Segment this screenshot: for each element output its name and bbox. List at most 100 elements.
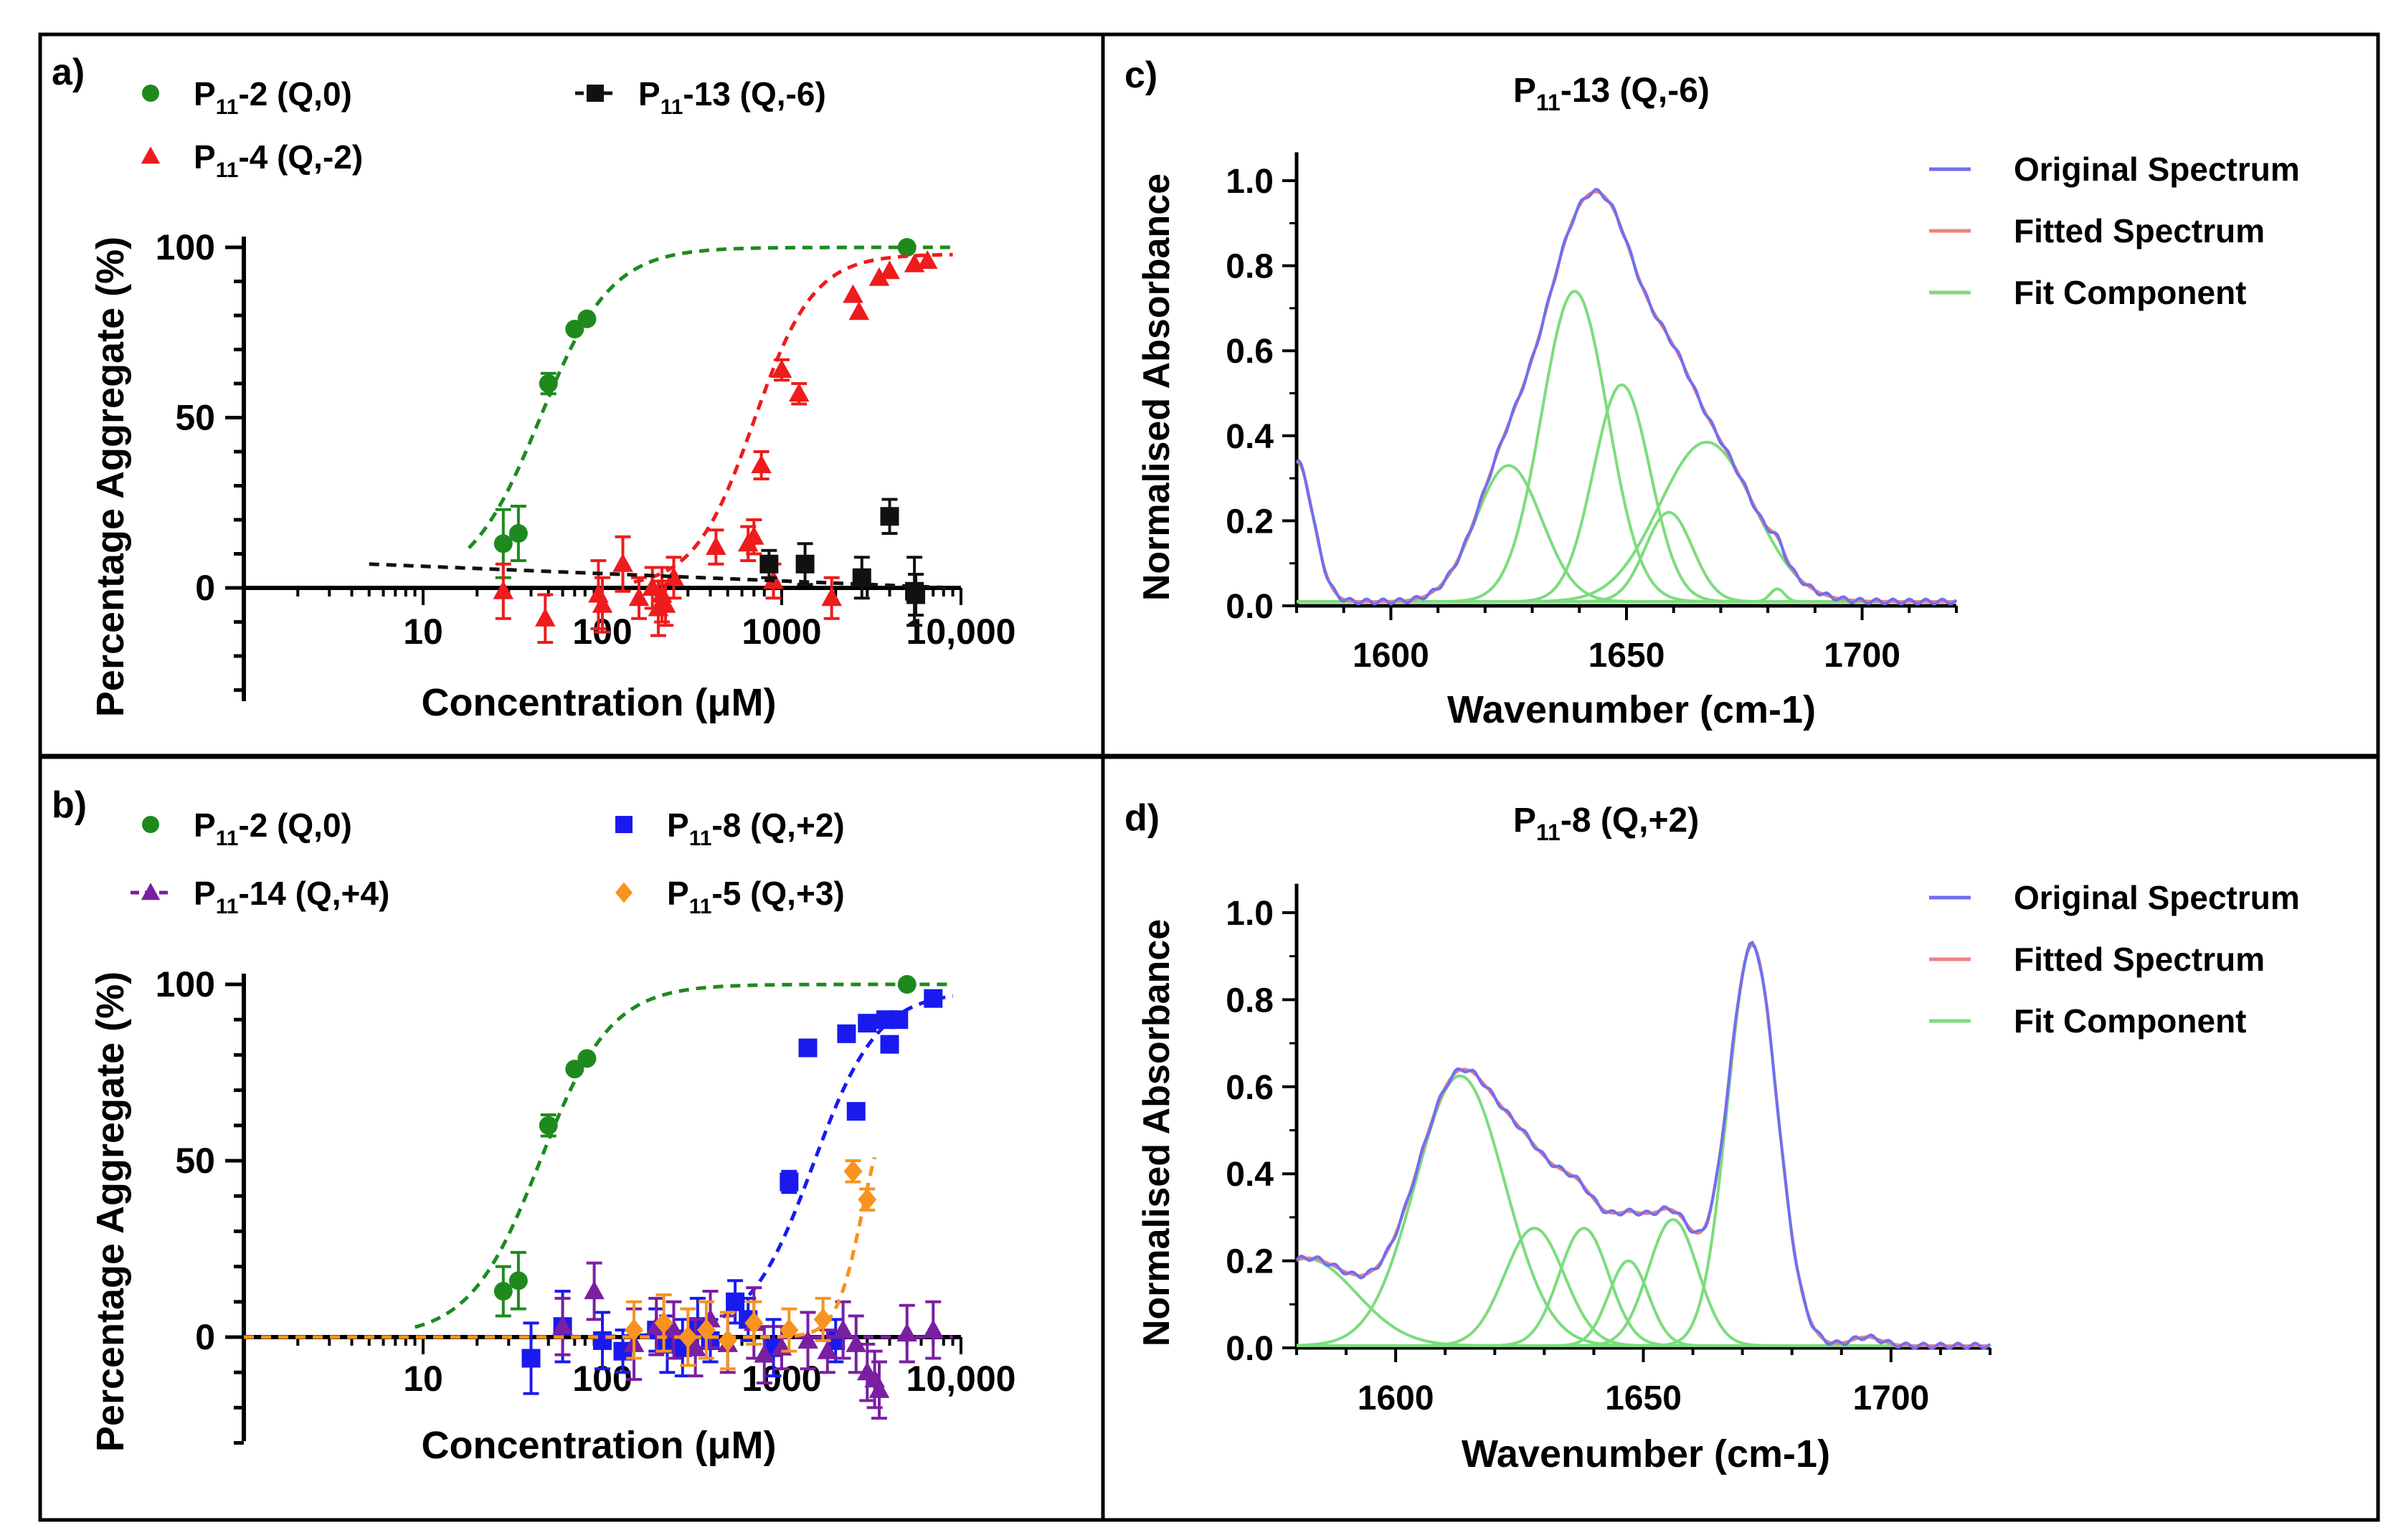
data-point (780, 1318, 799, 1341)
data-point (655, 594, 676, 613)
y-tick-label: 0.0 (1226, 588, 1274, 626)
fit-component-curve (1296, 1074, 1990, 1347)
x-axis-title: Concentration (μM) (422, 1424, 777, 1467)
data-point (493, 1282, 513, 1301)
fit-curve (468, 245, 953, 549)
data-point (696, 1318, 716, 1341)
y-tick-label: 100 (156, 964, 215, 1004)
data-point (922, 1319, 944, 1339)
y-axis-title: Percentage Aggregate (%) (89, 971, 132, 1452)
panel-d-label: d) (1124, 797, 1160, 839)
legend-label-text: -4 (Q,-2) (238, 138, 363, 176)
data-point (833, 1319, 853, 1339)
data-point (759, 554, 779, 574)
fit-curve (633, 252, 953, 584)
data-point (726, 1292, 745, 1311)
y-axis-title: Percentage Aggregate (%) (89, 237, 132, 717)
legend-label-prefix: P (194, 138, 216, 176)
panel-d-plot: 0.0 0.2 0.4 0.6 0.8 1.0 1600 1650 1700 Wavenumber… (1136, 879, 2300, 1475)
legend-label-text: -14 (Q,+4) (238, 875, 389, 912)
fit-component-curve (1297, 383, 1956, 604)
data-point (858, 1014, 877, 1033)
legend-label-sub: 11 (216, 895, 239, 918)
legend-label: Fit Component (2014, 1002, 2247, 1040)
data-point (584, 1280, 605, 1300)
x-tick-label: 10,000 (906, 1359, 1016, 1399)
data-point (493, 580, 514, 599)
fit-component-curve (1297, 510, 1956, 604)
data-point (813, 1308, 833, 1331)
legend-marker (615, 816, 633, 833)
data-point (821, 587, 842, 607)
y-tick-label: 0.0 (1226, 1330, 1274, 1368)
data-point (879, 260, 900, 280)
legend-marker (141, 883, 161, 900)
legend-label-sub: 11 (216, 158, 239, 182)
data-point (612, 553, 633, 572)
data-point (521, 1349, 541, 1368)
panel-c-title: P11-13 (Q,-6) (1513, 72, 1710, 115)
x-tick-label: 10,000 (906, 612, 1016, 652)
x-tick-label: 1600 (1353, 637, 1429, 675)
x-tick-label: 1700 (1824, 637, 1900, 675)
x-tick-label: 1600 (1358, 1379, 1434, 1417)
legend-label: P11-8 (Q,+2) (667, 807, 845, 850)
data-point (539, 1116, 558, 1135)
data-point (754, 1344, 775, 1363)
data-point (868, 1379, 890, 1398)
legend-label-sub: 11 (216, 95, 239, 119)
original-spectrum-curve (1296, 187, 1958, 606)
panel-c-frame (1101, 32, 2380, 758)
series-square (369, 498, 953, 627)
panel-d-frame (1101, 755, 2380, 1522)
y-tick-label: 0.8 (1226, 981, 1274, 1019)
legend-label: Original Spectrum (2014, 151, 2300, 188)
x-tick-label: 10 (403, 612, 443, 652)
fit-component-curve (1296, 1257, 1990, 1347)
data-point (493, 534, 513, 553)
data-point (798, 1038, 818, 1057)
y-tick-label: 50 (175, 398, 215, 438)
data-point (593, 1331, 612, 1350)
fit-component-curve (1297, 440, 1956, 604)
data-point (868, 267, 890, 286)
y-tick-label: 0.6 (1226, 1069, 1274, 1107)
data-point (744, 1311, 764, 1334)
y-tick-label: 0 (195, 568, 215, 608)
x-axis-title: Wavenumber (cm-1) (1462, 1432, 1830, 1475)
legend-label-text: -2 (Q,0) (238, 75, 351, 113)
data-point (508, 524, 528, 543)
data-point (535, 607, 556, 627)
legend-marker (142, 85, 159, 102)
panel-d-title: P11-8 (Q,+2) (1513, 802, 1699, 845)
legend-label-sub: 11 (689, 895, 712, 918)
legend-label: P11-13 (Q,-6) (638, 75, 826, 119)
data-point (917, 250, 938, 270)
panel-c-plot: 0.0 0.2 0.4 0.6 0.8 1.0 1600 1650 1700Wavenumber… (1136, 151, 2300, 731)
data-point (795, 554, 815, 574)
data-point (848, 301, 870, 320)
data-point (797, 1329, 818, 1349)
data-point (663, 566, 684, 586)
data-point (577, 1049, 597, 1068)
legend-label-prefix: P (667, 875, 689, 912)
data-point (508, 1271, 528, 1291)
data-point (718, 1329, 737, 1352)
fit-curve (414, 982, 953, 1329)
data-point (678, 1326, 698, 1349)
data-point (743, 526, 764, 545)
y-tick-label: 0.2 (1226, 503, 1274, 541)
y-tick-label: 0.4 (1226, 1156, 1274, 1194)
legend-label-text: -8 (Q,+2) (711, 807, 844, 844)
data-point (539, 374, 558, 393)
x-tick-label: 10 (403, 1359, 443, 1399)
legend-marker (141, 146, 161, 164)
panel-c-label: c) (1124, 54, 1157, 96)
panel-a-label: a) (52, 52, 85, 93)
y-tick-label: 0 (195, 1317, 215, 1357)
data-point (592, 594, 613, 613)
data-point (906, 585, 926, 604)
legend-label-prefix: P (194, 75, 216, 113)
y-tick-label: 1.0 (1226, 895, 1274, 933)
